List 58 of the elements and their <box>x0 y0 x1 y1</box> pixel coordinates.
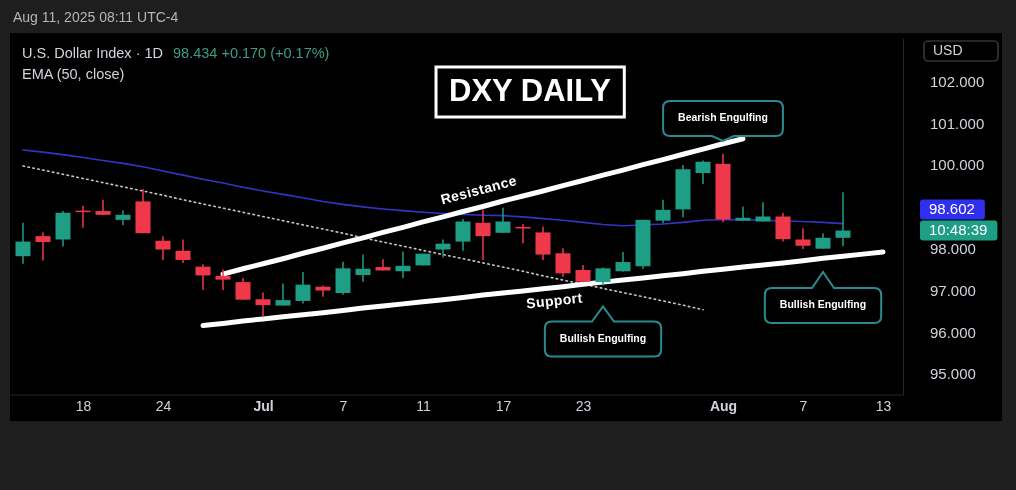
text: 98.602 <box>929 199 975 217</box>
candlestick <box>795 227 811 250</box>
annotation: Support <box>525 289 584 312</box>
candlestick <box>615 251 631 273</box>
line-series <box>22 149 844 227</box>
y-tick-label: 95.000 <box>930 365 976 383</box>
candlestick <box>215 268 231 291</box>
candlestick <box>395 250 411 280</box>
x-tick-label: 24 <box>155 397 172 414</box>
candlestick <box>475 209 491 261</box>
annotation: 98.434 +0.170 (+0.17%) <box>173 44 330 61</box>
candlestick <box>235 277 251 301</box>
y-tick-label: 97.000 <box>930 281 976 299</box>
candlestick <box>295 271 311 305</box>
text: EMA (50, close) <box>22 65 125 82</box>
candlestick <box>155 235 171 261</box>
candlestick <box>375 258 391 272</box>
candlestick <box>695 159 711 185</box>
candlestick <box>535 225 551 261</box>
x-tick-label: 13 <box>875 397 892 414</box>
text: DXY DAILY <box>449 73 612 109</box>
annotation: Bullish Engulfing <box>559 331 647 344</box>
candlestick <box>755 201 771 223</box>
candlestick <box>275 282 291 307</box>
y-tick-label: 101.000 <box>930 114 985 132</box>
chart-subtitle: U.S. Dollar Index · 1D <box>22 44 164 61</box>
x-tick-label: 7 <box>799 397 808 414</box>
candlestick <box>655 199 671 224</box>
text: Aug 11, 2025 08:11 UTC-4 <box>13 8 179 25</box>
y-axis-title: USD <box>933 41 963 58</box>
candlestick <box>95 199 111 216</box>
candlestick <box>555 247 571 278</box>
x-tick-label: 17 <box>495 397 512 414</box>
y-tick-label: 96.000 <box>930 323 976 341</box>
x-tick-label: 18 <box>75 397 92 414</box>
line-series <box>22 165 704 311</box>
y-tick-label: 98.000 <box>930 239 976 257</box>
candlestick <box>255 291 271 318</box>
candlestick <box>35 231 51 262</box>
candlestick <box>835 191 851 247</box>
x-tick-label: 7 <box>339 397 348 414</box>
text: 10:48:39 <box>929 220 988 238</box>
candlestick <box>355 253 371 283</box>
candlestick <box>455 218 471 252</box>
candlestick <box>775 211 791 243</box>
annotation: Bullish Engulfing <box>779 298 867 311</box>
candlestick <box>495 206 511 234</box>
x-tick-label: Aug <box>709 397 738 414</box>
annotation: Bearish Engulfing <box>678 111 768 124</box>
candlestick <box>175 238 191 264</box>
x-tick-label: 23 <box>575 397 592 414</box>
x-tick-label: Jul <box>253 397 274 414</box>
candlestick <box>195 263 211 291</box>
x-tick-label: 11 <box>416 397 431 414</box>
candlestick <box>735 205 751 222</box>
candlestick <box>15 222 31 265</box>
y-tick-label: 102.000 <box>930 72 985 90</box>
y-tick-label: 100.000 <box>930 156 985 174</box>
